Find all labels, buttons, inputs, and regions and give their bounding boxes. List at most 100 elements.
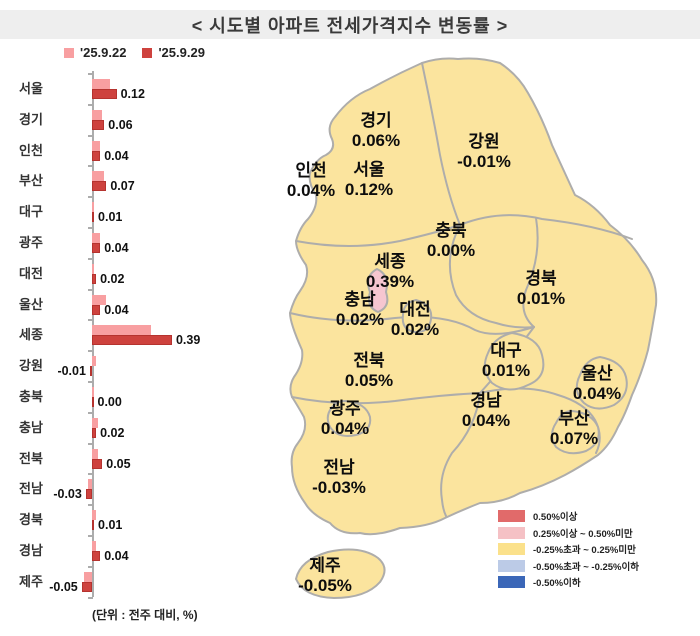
bar-value-label: 0.01 bbox=[98, 210, 123, 225]
bar-row: 경남 0.04 bbox=[0, 541, 270, 563]
axis-tick bbox=[88, 411, 93, 414]
prev-week-bar bbox=[92, 109, 103, 120]
map-region-value: 0.12% bbox=[344, 180, 394, 199]
axis-tick bbox=[88, 103, 93, 106]
legend-range-label: -0.50%이하 bbox=[533, 578, 581, 590]
map-region-name: 충북 bbox=[435, 221, 467, 240]
map-region-label: 부산 0.07% bbox=[550, 409, 598, 449]
prev-week-bar bbox=[92, 356, 97, 367]
legend-range-label: 0.50%이상 bbox=[533, 512, 578, 524]
bar-row: 인천 0.04 bbox=[0, 140, 270, 163]
prev-week-bar bbox=[92, 417, 99, 428]
curr-week-bar bbox=[81, 581, 92, 592]
map-region-value: -0.01% bbox=[457, 152, 511, 171]
prev-week-bar bbox=[92, 140, 101, 151]
map-region-value: -0.03% bbox=[312, 478, 366, 497]
prev-week-bar bbox=[92, 202, 95, 213]
map-region-value: 0.39% bbox=[365, 272, 415, 291]
prev-week-bar bbox=[92, 448, 99, 459]
prev-week-bar bbox=[83, 571, 92, 582]
curr-week-bar bbox=[92, 551, 101, 561]
bar-row: 강원 -0.01 bbox=[0, 356, 270, 379]
axis-tick bbox=[88, 319, 93, 322]
map-region-label: 충북 0.00% bbox=[427, 221, 475, 261]
map-region-name: 대구 bbox=[490, 341, 522, 360]
axis-tick bbox=[88, 288, 93, 291]
prev-week-bar bbox=[92, 387, 95, 397]
bar-row: 충북 0.00 bbox=[0, 387, 270, 409]
bar-row: 경북 0.01 bbox=[0, 510, 270, 532]
axis-tick bbox=[88, 73, 93, 75]
map-region-value: 0.04% bbox=[286, 181, 336, 200]
legend-color-swatch bbox=[498, 543, 525, 556]
axis-tick bbox=[88, 565, 93, 568]
map-region-name: 울산 bbox=[581, 364, 613, 383]
series-legend: '25.9.22 '25.9.29 bbox=[64, 45, 205, 60]
bar-row: 제주 -0.05 bbox=[0, 571, 270, 594]
legend-range-label: 0.25%이상 ~ 0.50%미만 bbox=[533, 528, 633, 540]
curr-week-bar bbox=[92, 458, 103, 469]
border-jeonnam-gyeongnam bbox=[440, 392, 481, 517]
map-legend-row: -0.25%초과 ~ 0.25%미만 bbox=[498, 541, 639, 558]
axis-tick bbox=[88, 196, 93, 199]
bar-row: 부산 0.07 bbox=[0, 171, 270, 194]
bar-region-label: 제주 bbox=[19, 573, 43, 589]
curr-week-bar bbox=[92, 520, 95, 531]
map-region-name: 경남 bbox=[470, 391, 502, 410]
unit-note: (단위 : 전주 대비, %) bbox=[92, 608, 198, 622]
curr-week-bar bbox=[85, 489, 92, 500]
map-region-value: 0.04% bbox=[572, 384, 622, 403]
bar-value-label: 0.39 bbox=[175, 333, 201, 348]
map-legend-row: 0.25%이상 ~ 0.50%미만 bbox=[498, 525, 639, 542]
curr-week-label: '25.9.29 bbox=[158, 45, 205, 60]
curr-week-swatch bbox=[142, 47, 153, 58]
curr-week-bar bbox=[92, 150, 101, 161]
map-region-name: 제주 bbox=[309, 556, 341, 575]
bar-region-label: 부산 bbox=[19, 173, 43, 189]
map-region-value: 0.06% bbox=[351, 131, 401, 150]
prev-week-bar bbox=[92, 325, 152, 336]
border-gyeonggi-south bbox=[295, 224, 461, 247]
curr-week-bar bbox=[92, 212, 95, 223]
map-region-label: 대전 0.02% bbox=[391, 300, 439, 340]
map-region-label: 경북 0.01% bbox=[517, 269, 565, 309]
map-region-name: 세종 bbox=[374, 252, 406, 271]
bar-value-label: -0.03 bbox=[53, 487, 82, 502]
map-region-name: 전북 bbox=[353, 351, 385, 370]
bar-row: 충남 0.02 bbox=[0, 417, 270, 440]
prev-week-bar bbox=[92, 294, 107, 305]
bar-region-label: 충북 bbox=[19, 389, 43, 404]
border-jeonbuk-jeonnam bbox=[291, 392, 481, 405]
bar-region-label: 세종 bbox=[19, 327, 43, 343]
bar-value-label: 0.05 bbox=[106, 456, 131, 471]
region-ulsan bbox=[575, 356, 628, 410]
curr-week-bar bbox=[92, 181, 107, 192]
bar-value-label: 0.00 bbox=[97, 395, 122, 409]
axis-tick bbox=[88, 596, 93, 599]
bar-region-label: 경기 bbox=[19, 111, 43, 127]
map-region-label: 울산 0.04% bbox=[573, 364, 621, 404]
bar-value-label: 0.07 bbox=[110, 179, 135, 194]
map-region-value: 0.05% bbox=[344, 371, 394, 390]
map-region-name: 강원 bbox=[468, 132, 500, 151]
bar-region-label: 인천 bbox=[19, 142, 43, 158]
bar-value-label: 0.06 bbox=[108, 117, 133, 132]
bar-value-label: -0.05 bbox=[49, 579, 78, 594]
bar-value-label: -0.01 bbox=[57, 364, 86, 379]
region-sejong bbox=[367, 268, 389, 313]
prev-week-bar bbox=[92, 171, 105, 182]
bar-row: 전남 -0.03 bbox=[0, 479, 270, 502]
region-gwangju bbox=[326, 400, 372, 437]
bar-row: 세종 0.39 bbox=[0, 325, 270, 348]
map-region-name: 인천 bbox=[295, 161, 327, 180]
bar-chart: 서울 0.12 경기 0.06 인천 0.04 부산 0.07 대구 0.01 … bbox=[0, 0, 270, 636]
axis-tick bbox=[88, 227, 93, 229]
legend-range-label: -0.25%초과 ~ 0.25%미만 bbox=[533, 545, 636, 557]
region-jeju bbox=[295, 548, 386, 599]
axis-tick bbox=[88, 134, 93, 137]
bar-row: 대전 0.02 bbox=[0, 263, 270, 286]
map-region-label: 경기 0.06% bbox=[352, 111, 400, 151]
prev-week-bar bbox=[87, 479, 92, 490]
axis-tick bbox=[88, 350, 93, 353]
region-daegu bbox=[483, 332, 545, 391]
